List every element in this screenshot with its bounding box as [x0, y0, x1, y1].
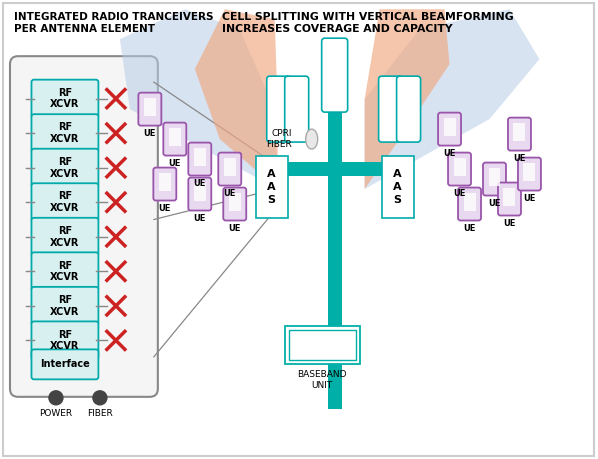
Text: FIBER: FIBER — [87, 409, 113, 418]
Text: UE: UE — [463, 224, 475, 233]
Text: UE: UE — [504, 219, 515, 228]
FancyBboxPatch shape — [188, 143, 211, 175]
FancyBboxPatch shape — [153, 168, 176, 201]
Text: UE: UE — [158, 204, 171, 213]
FancyBboxPatch shape — [448, 152, 471, 185]
FancyBboxPatch shape — [396, 76, 420, 142]
Polygon shape — [195, 9, 277, 189]
Text: RF
XCVR: RF XCVR — [50, 88, 80, 109]
Text: UE: UE — [224, 189, 236, 198]
FancyBboxPatch shape — [483, 162, 506, 196]
Text: UE: UE — [228, 224, 241, 233]
Text: UE: UE — [523, 194, 536, 203]
FancyBboxPatch shape — [322, 38, 347, 112]
Text: UE: UE — [144, 129, 156, 138]
Bar — [144, 98, 156, 116]
FancyBboxPatch shape — [32, 252, 99, 290]
FancyBboxPatch shape — [267, 76, 291, 142]
FancyBboxPatch shape — [498, 183, 521, 216]
Text: UE: UE — [443, 149, 456, 158]
FancyBboxPatch shape — [223, 188, 246, 220]
FancyBboxPatch shape — [379, 76, 402, 142]
Text: UE: UE — [194, 214, 206, 223]
Text: A
A
S: A A S — [267, 169, 276, 205]
Text: UE: UE — [169, 159, 181, 168]
FancyBboxPatch shape — [32, 114, 99, 152]
Text: RF
XCVR: RF XCVR — [50, 157, 80, 179]
Text: UE: UE — [453, 189, 466, 198]
FancyBboxPatch shape — [10, 56, 158, 397]
Polygon shape — [365, 9, 450, 189]
Text: POWER: POWER — [39, 409, 72, 418]
FancyBboxPatch shape — [285, 76, 309, 142]
Text: RF
XCVR: RF XCVR — [50, 191, 80, 213]
Bar — [523, 163, 535, 181]
Text: RF
XCVR: RF XCVR — [50, 295, 80, 317]
Bar — [444, 118, 456, 136]
FancyBboxPatch shape — [32, 80, 99, 118]
Text: RF
XCVR: RF XCVR — [50, 330, 80, 351]
Text: RF
XCVR: RF XCVR — [50, 261, 80, 282]
Bar — [169, 128, 181, 146]
Text: UE: UE — [513, 154, 526, 163]
Bar — [463, 193, 475, 211]
FancyBboxPatch shape — [438, 112, 461, 146]
Bar — [268, 162, 402, 176]
Circle shape — [93, 391, 107, 405]
Text: UE: UE — [194, 179, 206, 188]
Ellipse shape — [306, 129, 318, 149]
FancyBboxPatch shape — [188, 178, 211, 211]
Bar — [285, 326, 359, 364]
FancyBboxPatch shape — [382, 156, 414, 218]
Text: UE: UE — [489, 199, 501, 208]
Bar — [194, 148, 206, 166]
Bar — [159, 173, 171, 191]
Bar — [289, 330, 356, 360]
Text: INTEGRATED RADIO TRANCEIVERS
PER ANTENNA ELEMENT: INTEGRATED RADIO TRANCEIVERS PER ANTENNA… — [14, 12, 213, 34]
FancyBboxPatch shape — [32, 287, 99, 325]
Bar — [489, 168, 501, 186]
FancyBboxPatch shape — [32, 218, 99, 256]
Text: CPRI
FIBER: CPRI FIBER — [266, 129, 292, 150]
Polygon shape — [365, 9, 539, 189]
FancyBboxPatch shape — [3, 3, 594, 456]
Bar — [504, 188, 515, 206]
FancyBboxPatch shape — [256, 156, 288, 218]
FancyBboxPatch shape — [163, 123, 187, 156]
Bar — [194, 183, 206, 201]
Text: RF
XCVR: RF XCVR — [50, 226, 80, 247]
Text: CELL SPLITTING WITH VERTICAL BEAMFORMING
INCREASES COVERAGE AND CAPACITY: CELL SPLITTING WITH VERTICAL BEAMFORMING… — [222, 12, 514, 34]
FancyBboxPatch shape — [32, 321, 99, 359]
Bar — [224, 158, 236, 176]
FancyBboxPatch shape — [32, 149, 99, 187]
FancyBboxPatch shape — [32, 183, 99, 221]
Circle shape — [49, 391, 63, 405]
Text: A
A
S: A A S — [393, 169, 402, 205]
FancyBboxPatch shape — [32, 349, 99, 379]
Bar — [453, 158, 465, 176]
Text: RF
XCVR: RF XCVR — [50, 123, 80, 144]
Text: BASEBAND
UNIT: BASEBAND UNIT — [297, 370, 347, 390]
FancyBboxPatch shape — [458, 188, 481, 220]
FancyBboxPatch shape — [508, 118, 531, 151]
Bar — [229, 193, 241, 211]
Bar — [514, 123, 526, 141]
Bar — [328, 44, 341, 409]
FancyBboxPatch shape — [518, 157, 541, 190]
FancyBboxPatch shape — [218, 152, 241, 185]
Polygon shape — [120, 9, 277, 189]
Text: Interface: Interface — [40, 359, 90, 369]
FancyBboxPatch shape — [138, 93, 161, 126]
